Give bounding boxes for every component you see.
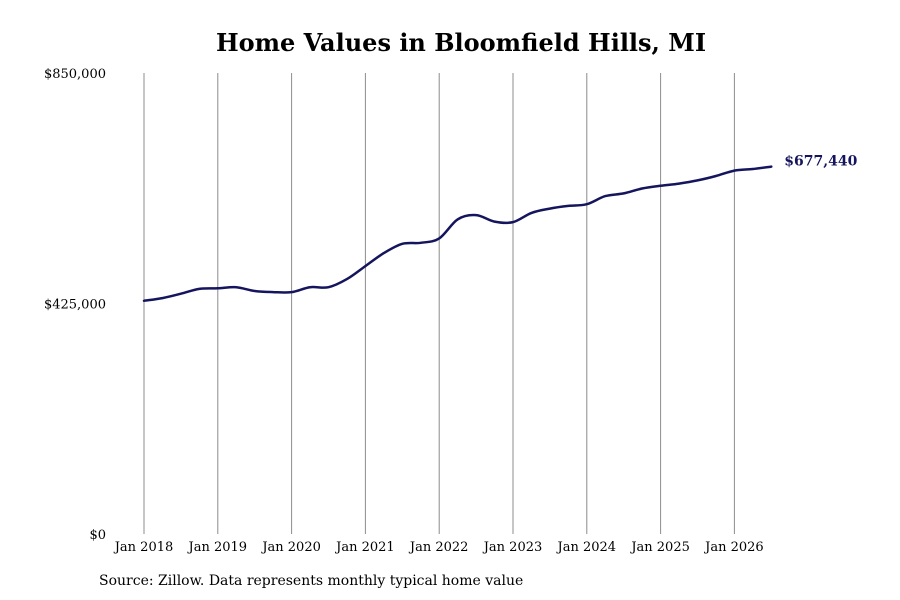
x-tick-label: Jan 2020 xyxy=(260,540,321,555)
x-tick-label: Jan 2026 xyxy=(703,540,764,555)
series-layer xyxy=(142,165,773,303)
x-tick-label: Jan 2022 xyxy=(408,540,469,555)
x-tick-label: Jan 2021 xyxy=(334,540,395,555)
x-axis-ticks: Jan 2018 Jan 2019 Jan 2020 Jan 2021 Jan 2022… xyxy=(113,540,764,555)
x-tick-label: Jan 2019 xyxy=(187,540,248,555)
series-line-0 xyxy=(142,165,773,303)
x-tick-label: Jan 2025 xyxy=(629,540,690,555)
x-tick-label: Jan 2018 xyxy=(113,540,174,555)
end-value-label: $677,440 xyxy=(784,154,857,170)
x-tick-label: Jan 2024 xyxy=(556,540,617,555)
y-axis-ticks: $0 $425,000 $850,000 xyxy=(44,67,106,543)
chart-title: Home Values in Bloomfield Hills, MI xyxy=(215,28,707,57)
grid-lines xyxy=(143,73,735,534)
data-labels: $677,440 xyxy=(784,154,857,170)
y-tick-label: $0 xyxy=(89,528,106,543)
y-tick-label: $850,000 xyxy=(44,67,106,82)
x-tick-label: Jan 2023 xyxy=(482,540,543,555)
y-tick-label: $425,000 xyxy=(44,298,106,313)
source-note: Source: Zillow. Data represents monthly … xyxy=(99,573,524,589)
